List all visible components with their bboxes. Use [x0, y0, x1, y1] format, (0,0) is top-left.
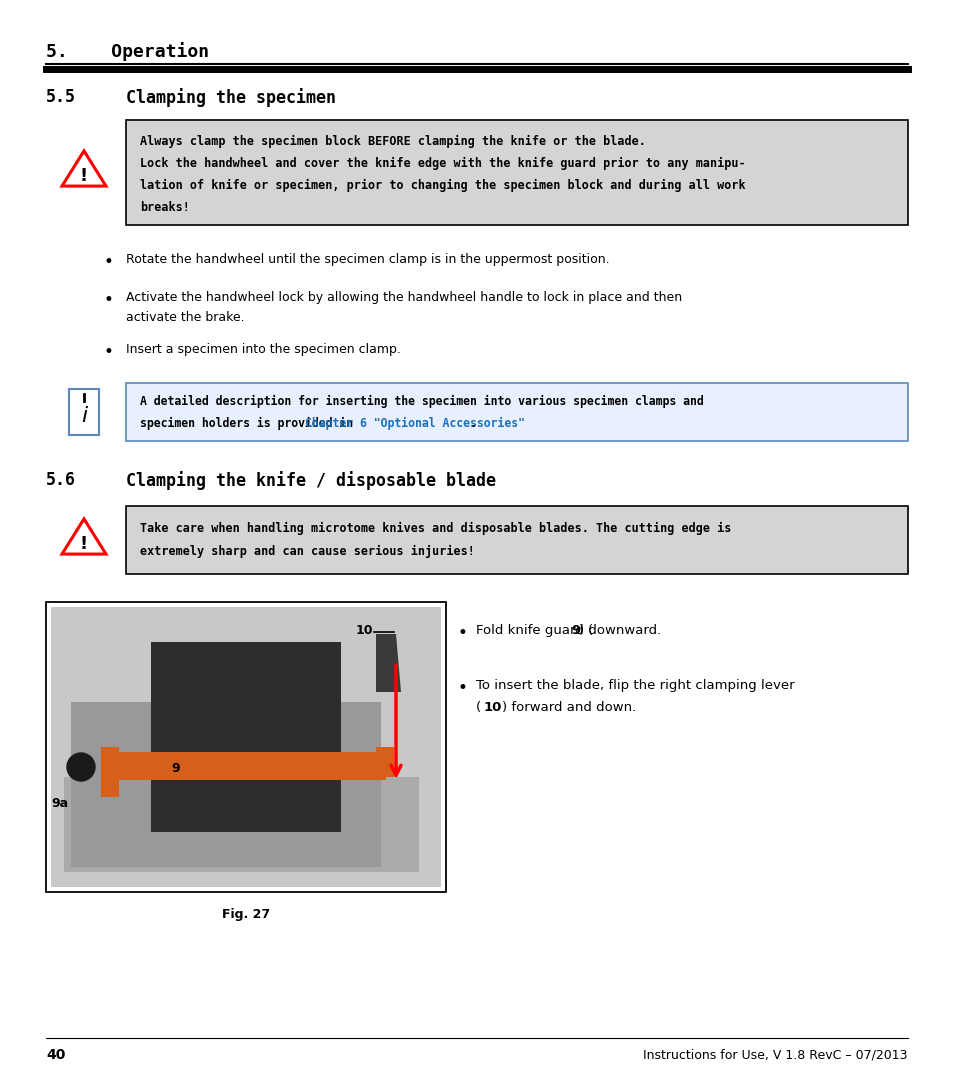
Text: Chapter 6 "Optional Accessories": Chapter 6 "Optional Accessories" — [304, 417, 524, 430]
Text: •: • — [457, 624, 467, 642]
Text: To insert the blade, flip the right clamping lever: To insert the blade, flip the right clam… — [476, 679, 794, 692]
Polygon shape — [375, 634, 400, 692]
Text: !: ! — [80, 535, 88, 553]
Text: •: • — [104, 343, 113, 361]
Text: 5.6: 5.6 — [46, 471, 76, 489]
Text: Clamping the specimen: Clamping the specimen — [126, 87, 335, 107]
FancyBboxPatch shape — [126, 507, 907, 573]
Text: Activate the handwheel lock by allowing the handwheel handle to lock in place an: Activate the handwheel lock by allowing … — [126, 291, 681, 303]
Text: activate the brake.: activate the brake. — [126, 311, 244, 324]
Text: extremely sharp and can cause serious injuries!: extremely sharp and can cause serious in… — [140, 545, 475, 558]
FancyBboxPatch shape — [64, 777, 418, 872]
Text: Instructions for Use, V 1.8 RevC – 07/2013: Instructions for Use, V 1.8 RevC – 07/20… — [643, 1048, 907, 1061]
FancyBboxPatch shape — [375, 747, 394, 777]
Text: •: • — [457, 679, 467, 697]
Text: ) forward and down.: ) forward and down. — [501, 701, 636, 714]
Circle shape — [67, 753, 95, 781]
Text: 5.5: 5.5 — [46, 87, 76, 106]
Text: i: i — [81, 406, 87, 426]
Text: specimen holders is provided in: specimen holders is provided in — [140, 417, 359, 430]
Text: .: . — [469, 417, 476, 430]
Text: Clamping the knife / disposable blade: Clamping the knife / disposable blade — [126, 471, 496, 490]
Text: •: • — [104, 253, 113, 271]
Text: 9a: 9a — [51, 797, 68, 810]
FancyBboxPatch shape — [69, 389, 99, 435]
FancyBboxPatch shape — [101, 752, 386, 780]
Text: A detailed description for inserting the specimen into various specimen clamps a: A detailed description for inserting the… — [140, 395, 703, 408]
Text: 10: 10 — [355, 624, 374, 637]
Text: 9: 9 — [171, 762, 179, 775]
FancyBboxPatch shape — [101, 747, 119, 797]
Text: breaks!: breaks! — [140, 201, 190, 214]
Text: Lock the handwheel and cover the knife edge with the knife guard prior to any ma: Lock the handwheel and cover the knife e… — [140, 157, 745, 170]
Text: 40: 40 — [46, 1048, 66, 1062]
FancyBboxPatch shape — [71, 702, 380, 867]
Text: lation of knife or specimen, prior to changing the specimen block and during all: lation of knife or specimen, prior to ch… — [140, 179, 745, 192]
FancyBboxPatch shape — [151, 642, 340, 832]
Text: (: ( — [476, 701, 480, 714]
Text: Take care when handling microtome knives and disposable blades. The cutting edge: Take care when handling microtome knives… — [140, 522, 731, 535]
Text: •: • — [104, 291, 113, 309]
Polygon shape — [62, 518, 106, 554]
Text: Insert a specimen into the specimen clamp.: Insert a specimen into the specimen clam… — [126, 343, 400, 356]
Text: 5.    Operation: 5. Operation — [46, 42, 209, 60]
FancyBboxPatch shape — [51, 607, 440, 887]
Text: Fold knife guard (: Fold knife guard ( — [476, 624, 593, 637]
Text: Always clamp the specimen block BEFORE clamping the knife or the blade.: Always clamp the specimen block BEFORE c… — [140, 135, 645, 148]
Polygon shape — [62, 151, 106, 186]
Text: 10: 10 — [483, 701, 502, 714]
Text: Fig. 27: Fig. 27 — [222, 908, 270, 921]
Text: 9: 9 — [571, 624, 580, 637]
Text: ) downward.: ) downward. — [578, 624, 661, 637]
Text: !: ! — [80, 166, 88, 185]
FancyBboxPatch shape — [126, 120, 907, 225]
Text: Rotate the handwheel until the specimen clamp is in the uppermost position.: Rotate the handwheel until the specimen … — [126, 253, 609, 266]
FancyBboxPatch shape — [46, 602, 446, 892]
FancyBboxPatch shape — [126, 383, 907, 441]
